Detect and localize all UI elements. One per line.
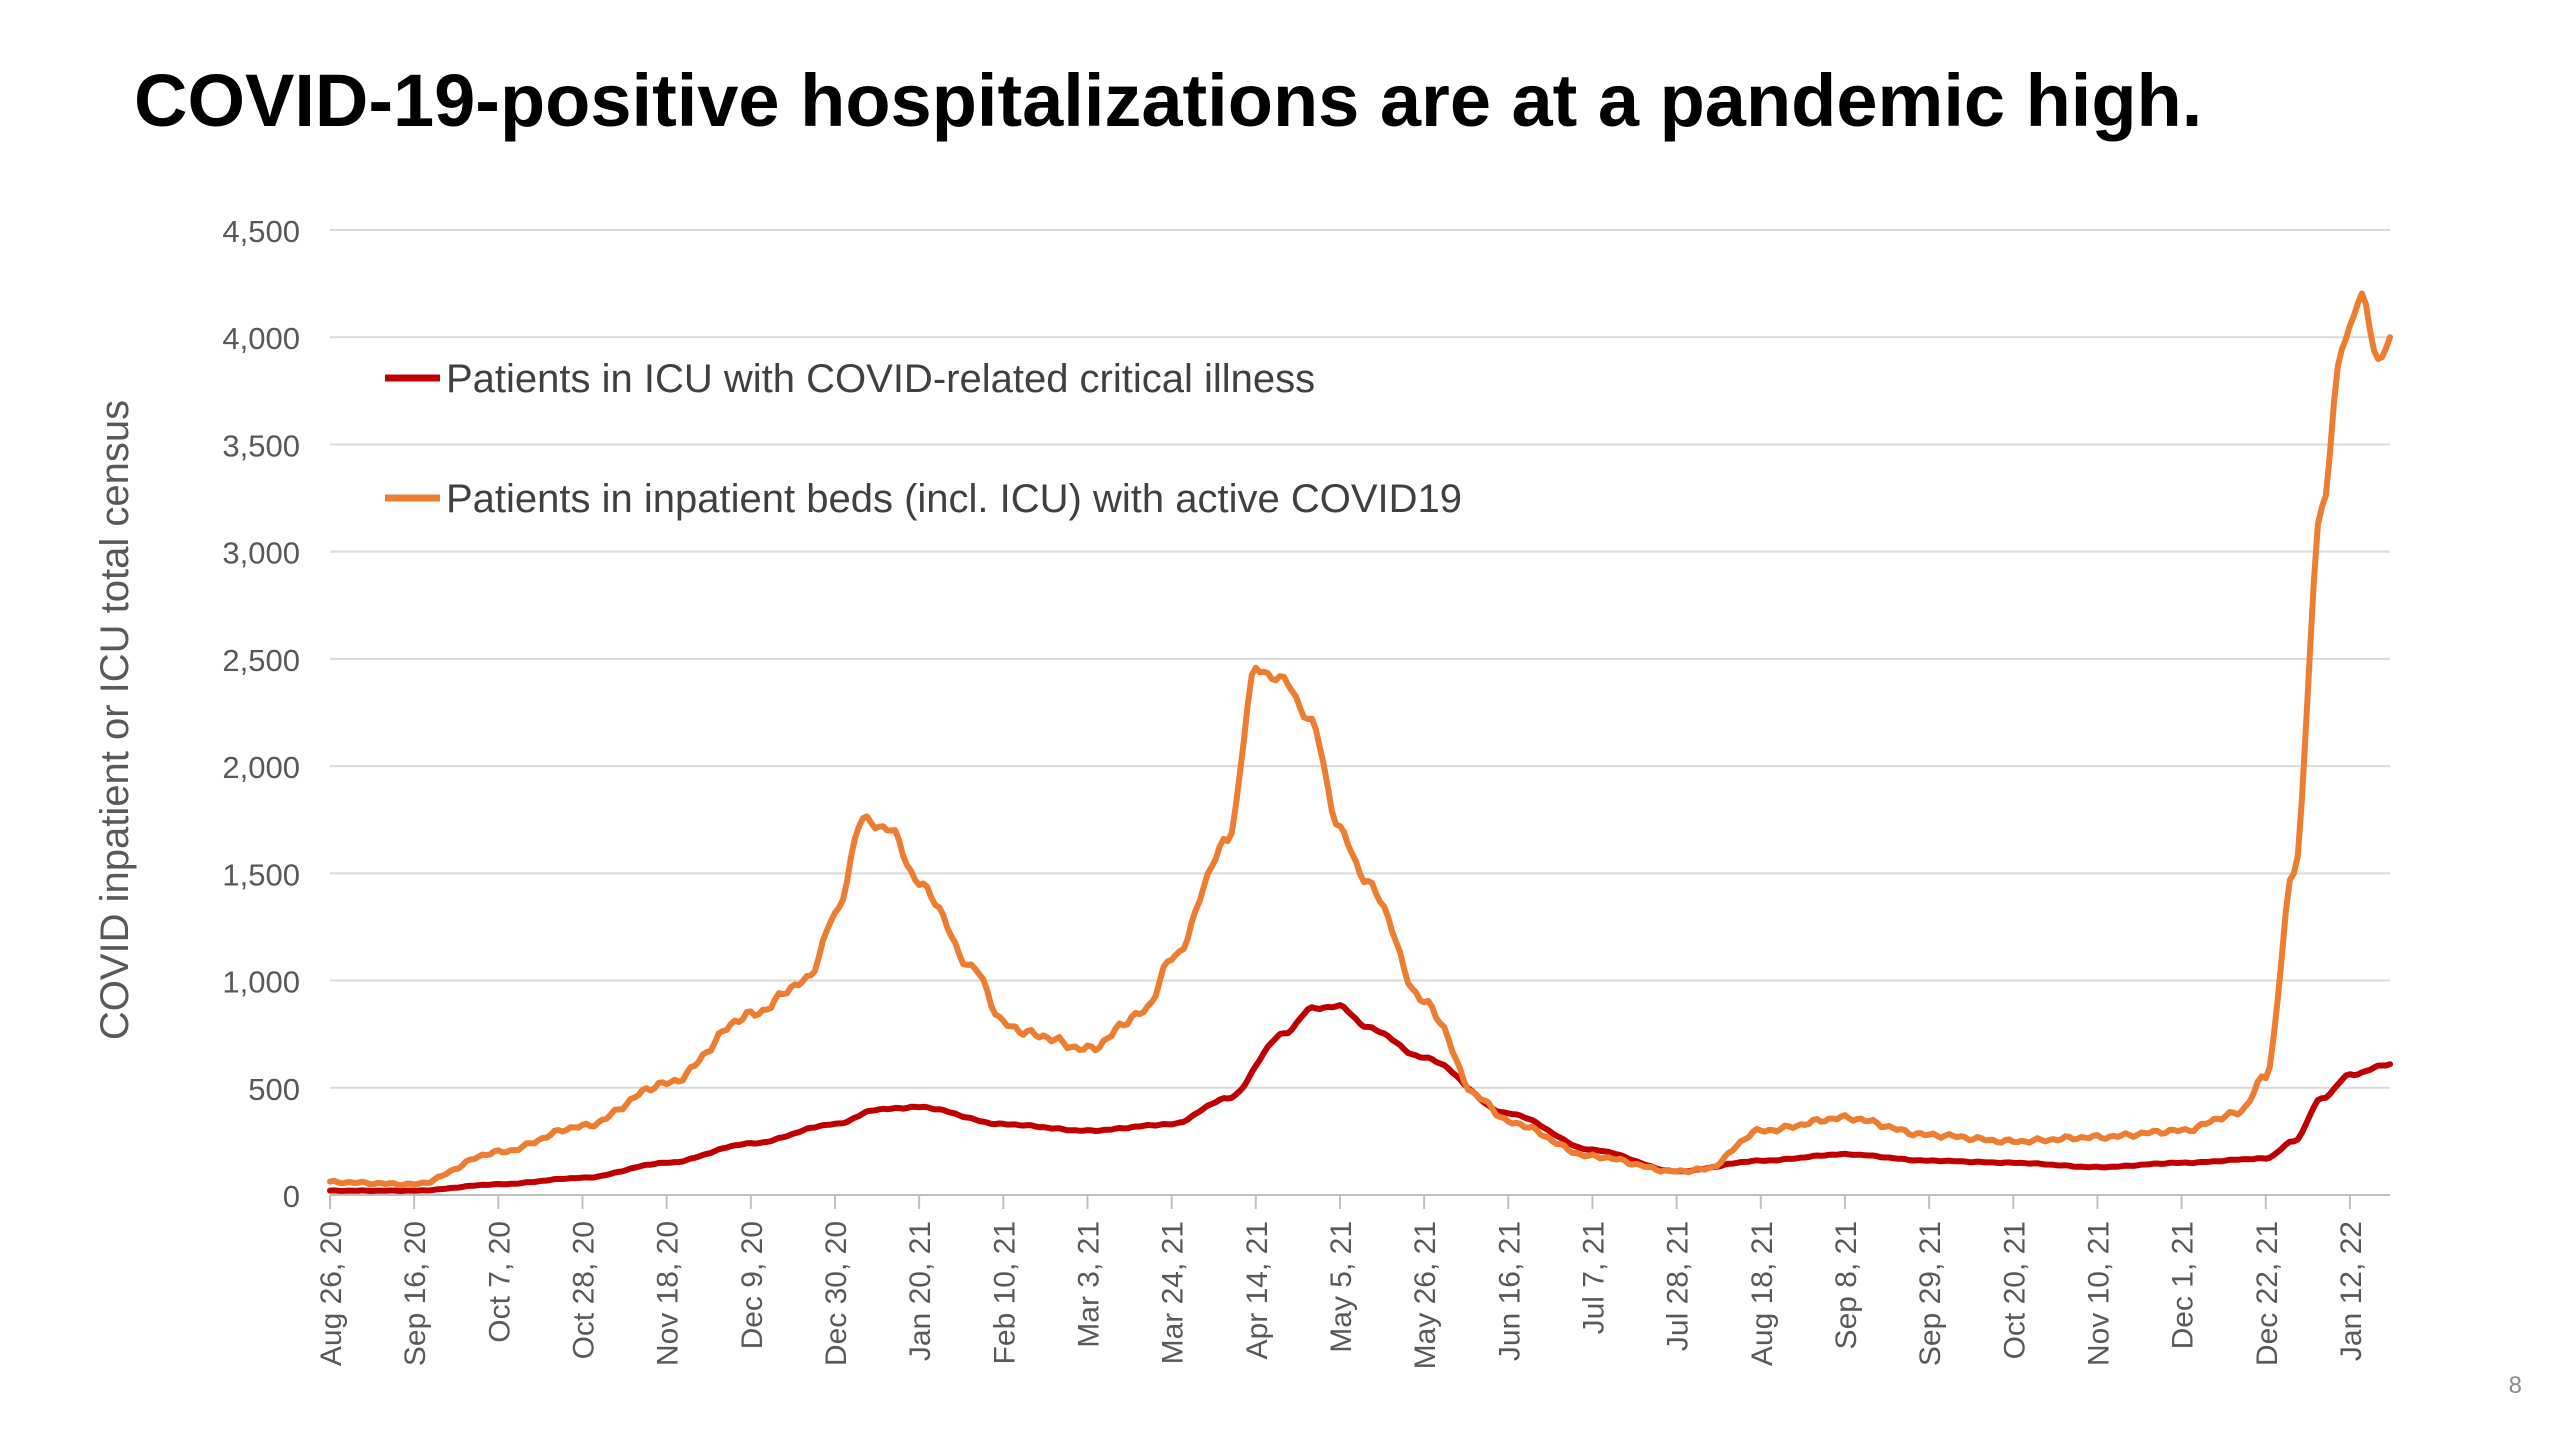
y-axis-title: COVID inpatient or ICU total census	[93, 400, 137, 1040]
x-tick-label: Dec 22, 21	[2251, 1221, 2284, 1366]
series-line-1	[327, 1002, 2393, 1194]
x-tick-label: Dec 1, 21	[2167, 1221, 2200, 1349]
legend-label-2: Patients in inpatient beds (incl. ICU) w…	[446, 477, 1462, 521]
x-tick-label: Nov 10, 21	[2082, 1221, 2115, 1366]
x-tick-label: Jun 16, 21	[1493, 1221, 1526, 1361]
y-tick-label: 4,000	[222, 321, 300, 356]
y-tick-label: 3,000	[222, 536, 300, 571]
x-tick-label: Dec 9, 20	[736, 1221, 769, 1349]
x-tick-label: Feb 10, 21	[988, 1221, 1021, 1364]
series-layer	[327, 290, 2393, 1194]
x-tick-label: Nov 18, 20	[652, 1221, 685, 1366]
series-line-2	[327, 290, 2393, 1189]
x-tick-label: Oct 28, 20	[567, 1221, 600, 1359]
x-tick-label: Oct 7, 20	[483, 1221, 516, 1343]
y-tick-label: 1,500	[222, 857, 300, 892]
legend: Patients in ICU with COVID-related criti…	[385, 357, 1462, 521]
x-tick-label: Aug 26, 20	[315, 1221, 348, 1366]
x-tick-label: Mar 3, 21	[1072, 1221, 1105, 1348]
axis-layer: COVID inpatient or ICU total census 0 500…	[93, 214, 2368, 1369]
y-tick-label: 500	[248, 1072, 300, 1107]
slide-title: COVID-19-positive hospitalizations are a…	[134, 59, 2203, 142]
page-number: 8	[2508, 1372, 2522, 1399]
y-tick-label: 1,000	[222, 965, 300, 1000]
y-tick-label: 2,500	[222, 643, 300, 678]
x-tick-label: Mar 24, 21	[1157, 1221, 1190, 1364]
x-tick-label: Sep 16, 20	[399, 1221, 432, 1366]
x-tick-label: Jan 20, 21	[904, 1221, 937, 1361]
x-tick-label: Sep 8, 21	[1830, 1221, 1863, 1349]
x-tick-label: Aug 18, 21	[1746, 1221, 1779, 1366]
x-tick-label: May 26, 21	[1409, 1221, 1442, 1369]
legend-label-1: Patients in ICU with COVID-related criti…	[446, 357, 1315, 401]
x-tick-label: Jan 12, 22	[2335, 1221, 2368, 1361]
y-tick-label: 2,000	[222, 750, 300, 785]
x-tick-label: Apr 14, 21	[1241, 1221, 1274, 1359]
x-tick-label: Dec 30, 20	[820, 1221, 853, 1366]
x-tick-label: May 5, 21	[1325, 1221, 1358, 1353]
grid-layer	[330, 229, 2390, 1196]
y-tick-label: 0	[283, 1179, 300, 1214]
x-tick-label: Jul 28, 21	[1662, 1221, 1695, 1351]
x-tick-label: Sep 29, 21	[1914, 1221, 1947, 1366]
x-tick-label: Jul 7, 21	[1577, 1221, 1610, 1334]
x-tick-label: Oct 20, 21	[1998, 1221, 2031, 1359]
y-tick-label: 4,500	[222, 214, 300, 249]
y-tick-label: 3,500	[222, 428, 300, 463]
